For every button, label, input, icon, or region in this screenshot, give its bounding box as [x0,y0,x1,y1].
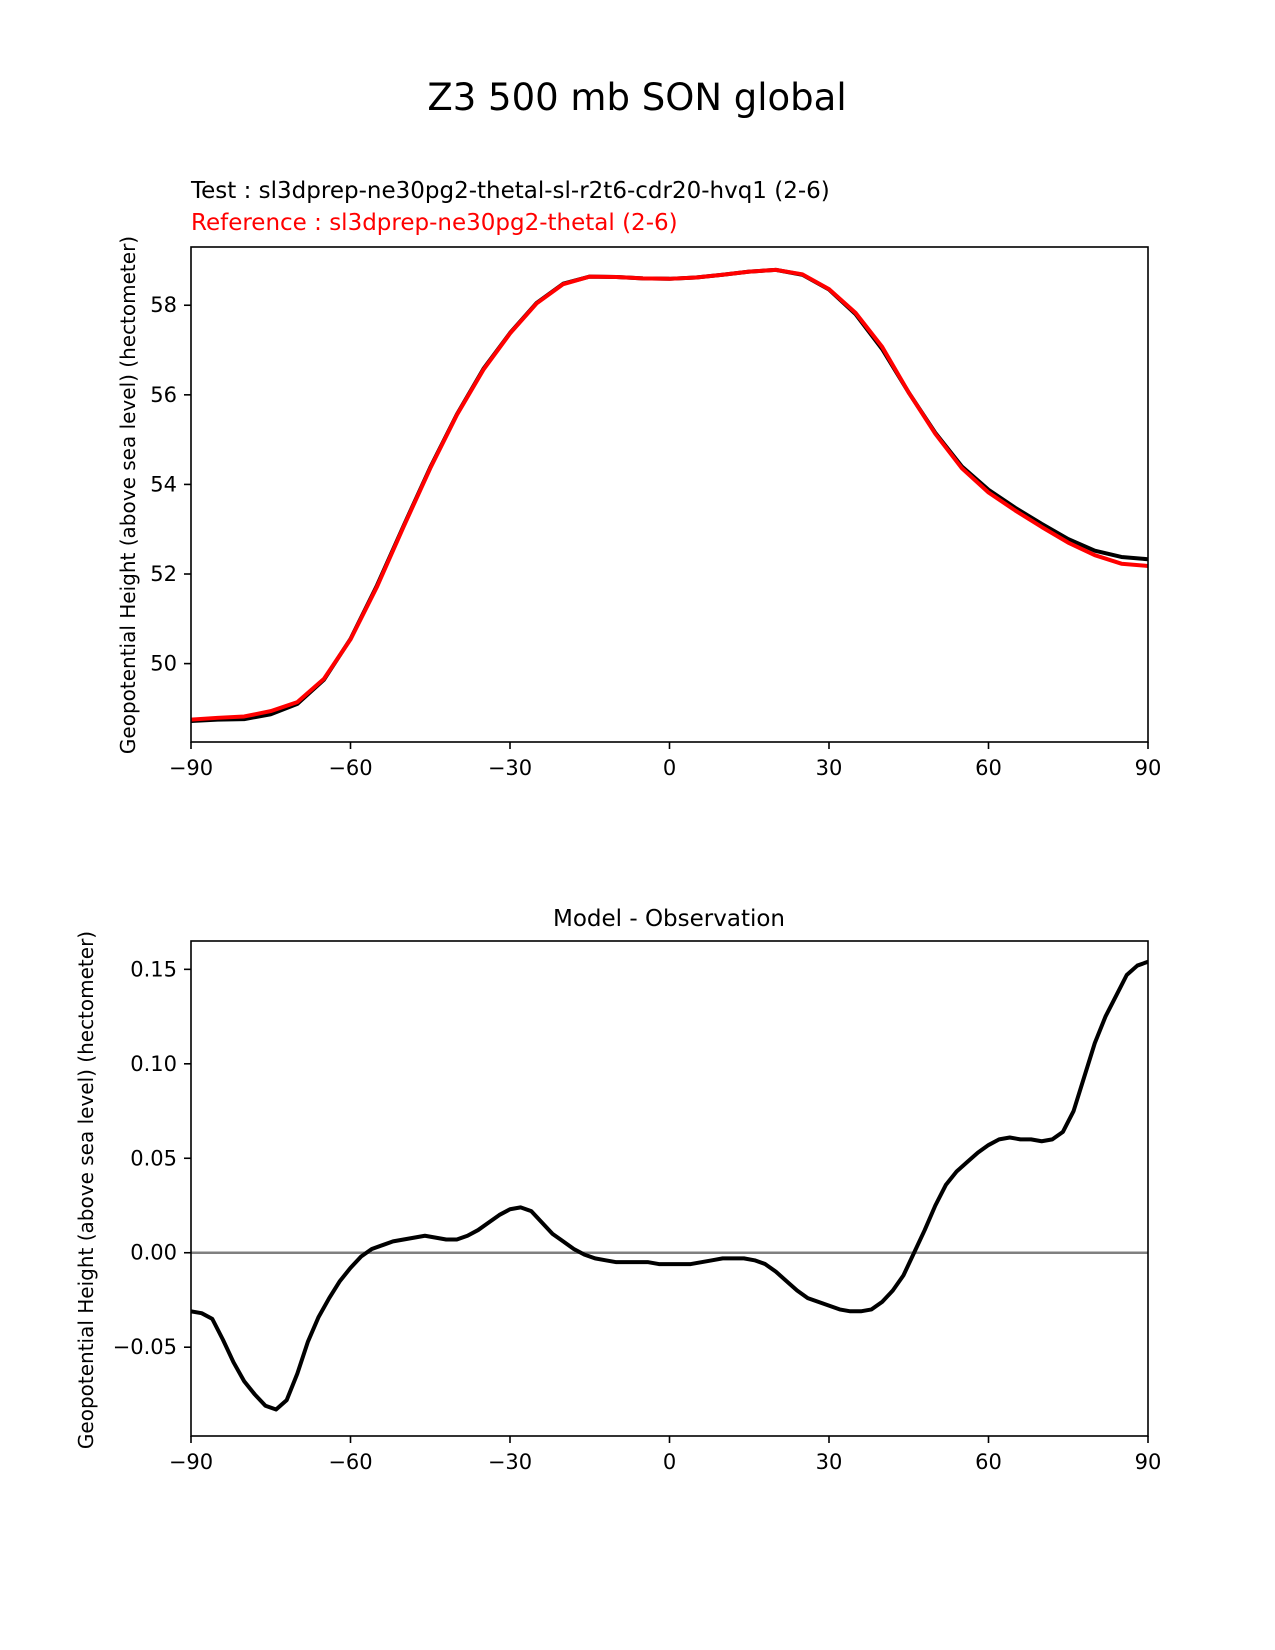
bottom-x-tick-label: −30 [488,1450,532,1474]
bottom-y-tick-label: 0.00 [130,1241,177,1265]
bottom-series-line-model-observation [191,959,1148,1412]
top-y-tick-label: 54 [150,472,177,496]
bottom-y-tick-label: 0.05 [130,1146,177,1170]
top-y-tick-label: 52 [150,562,177,586]
bottom-y-tick-label: 0.15 [130,957,177,981]
bottom-x-tick-label: −90 [169,1450,213,1474]
top-x-tick-label: 90 [1135,756,1162,780]
top-x-tick-label: −90 [169,756,213,780]
bottom-x-tick-label: 30 [816,1450,843,1474]
bottom-plot-area: −90 −60 −30 0 30 60 90 −0.05 0.00 0.05 0.10 0.15 [113,940,1162,1474]
top-x-tick-label: −30 [488,756,532,780]
bottom-y-tick-label: 0.10 [130,1052,177,1076]
bottom-y-axis-label: Geopotential Height (above sea level) (h… [74,931,98,1449]
top-panel: Test : sl3dprep-ne30pg2-thetal-sl-r2t6-c… [116,178,1161,780]
bottom-y-tick-label: −0.05 [113,1335,177,1359]
bottom-x-tick-label: 90 [1135,1450,1162,1474]
top-y-axis-label: Geopotential Height (above sea level) (h… [116,236,140,754]
top-series-group [191,267,1148,723]
bottom-panel: Model - Observation Geopotential Height … [74,906,1161,1474]
top-x-tick-label: −60 [328,756,372,780]
top-y-tick-label: 58 [150,293,177,317]
bottom-panel-title: Model - Observation [553,906,785,932]
test-label: Test : sl3dprep-ne30pg2-thetal-sl-r2t6-c… [190,178,830,204]
top-y-tick-label: 56 [150,383,177,407]
top-series-line-reference [191,267,1148,722]
reference-label: Reference : sl3dprep-ne30pg2-thetal (2-6… [191,210,678,236]
bottom-x-tick-label: 0 [663,1450,676,1474]
top-plot-area: −90 −60 −30 0 30 60 90 50 52 54 56 58 [150,246,1162,780]
bottom-series-group [191,959,1148,1412]
top-y-tick-label: 50 [150,652,177,676]
top-x-tick-label: 0 [663,756,676,780]
top-x-tick-label: 30 [816,756,843,780]
bottom-x-tick-label: −60 [328,1450,372,1474]
top-x-tick-label: 60 [975,756,1002,780]
figure-title: Z3 500 mb SON global [427,76,846,119]
bottom-x-tick-label: 60 [975,1450,1002,1474]
